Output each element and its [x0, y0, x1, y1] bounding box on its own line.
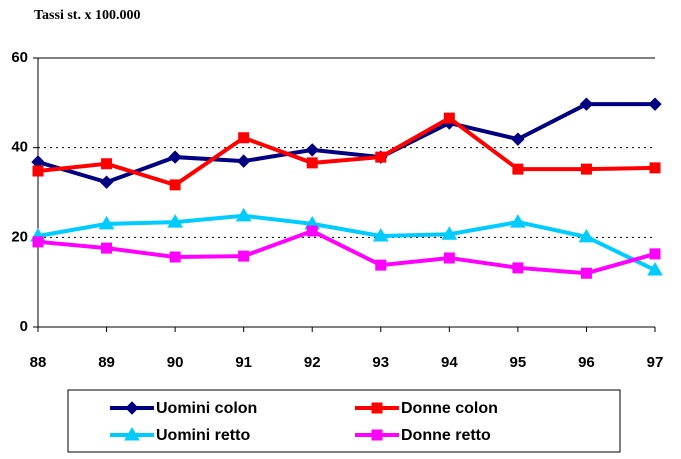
- point: [580, 267, 592, 279]
- point: [32, 165, 44, 177]
- legend-marker: [371, 429, 383, 441]
- point: [101, 158, 113, 170]
- point: [648, 97, 662, 111]
- point: [169, 251, 181, 263]
- point: [579, 97, 594, 111]
- point: [512, 163, 524, 175]
- y-tick-label: 60: [11, 49, 28, 66]
- point: [649, 248, 661, 260]
- point: [441, 226, 458, 240]
- legend-label: Uomini colon: [156, 400, 257, 417]
- legend-label: Donne colon: [401, 400, 498, 417]
- point: [99, 175, 114, 189]
- point: [235, 207, 252, 222]
- legend-marker: [371, 402, 383, 414]
- point: [238, 132, 250, 144]
- point: [649, 162, 661, 174]
- point: [167, 214, 183, 228]
- x-tick-label: 94: [441, 354, 458, 371]
- legend-marker: [124, 427, 140, 441]
- x-tick-label: 89: [98, 354, 115, 371]
- y-tick-label: 40: [11, 139, 28, 156]
- series-line: [37, 228, 656, 276]
- point: [101, 242, 113, 254]
- point: [580, 163, 592, 175]
- point: [510, 214, 526, 228]
- x-tick-label: 96: [578, 354, 595, 371]
- point: [512, 262, 524, 274]
- point: [306, 157, 318, 169]
- point: [511, 132, 525, 146]
- x-tick-label: 93: [372, 354, 389, 371]
- point: [98, 215, 115, 230]
- point: [372, 227, 389, 242]
- x-tick-label: 95: [510, 354, 527, 371]
- legend-label: Donne retto: [401, 427, 491, 444]
- point: [32, 236, 44, 248]
- chart-title: Tassi st. x 100.000: [34, 8, 140, 23]
- y-tick-label: 20: [11, 228, 28, 245]
- legend-marker: [125, 401, 139, 415]
- series-line: [37, 102, 655, 185]
- point: [578, 228, 595, 243]
- point: [647, 262, 663, 276]
- series-line: [37, 213, 656, 272]
- point: [375, 259, 387, 271]
- x-tick-label: 97: [647, 354, 664, 371]
- point: [306, 225, 318, 237]
- x-tick-label: 92: [304, 354, 321, 371]
- point: [238, 250, 250, 262]
- legend-label: Uomini retto: [156, 427, 250, 444]
- legend-box: [67, 389, 621, 453]
- point: [236, 154, 251, 168]
- series-line: [37, 115, 656, 188]
- point: [443, 112, 455, 124]
- x-tick-label: 88: [30, 354, 47, 371]
- point: [305, 143, 319, 157]
- point: [169, 179, 181, 191]
- point: [375, 151, 387, 163]
- x-tick-label: 91: [235, 354, 252, 371]
- y-tick-label: 0: [20, 318, 28, 335]
- point: [168, 150, 182, 164]
- point: [443, 252, 455, 264]
- x-tick-label: 90: [167, 354, 184, 371]
